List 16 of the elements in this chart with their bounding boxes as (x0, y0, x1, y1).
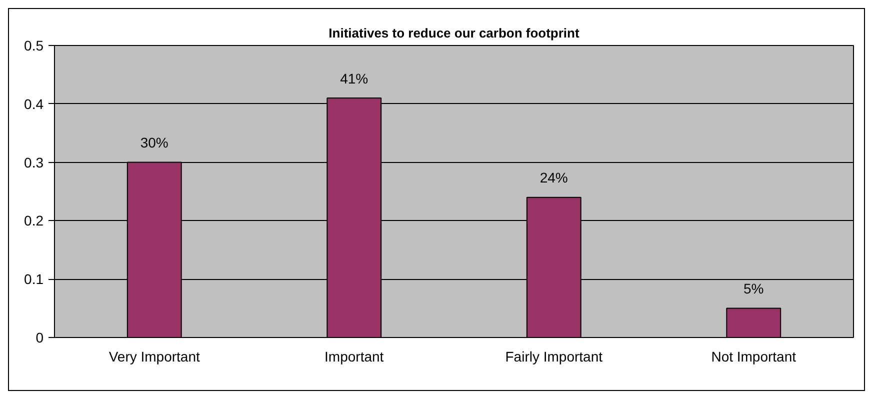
y-tick-label: 0.4 (24, 96, 44, 112)
x-tick-label: Very Important (108, 348, 200, 364)
chart-title: Initiatives to reduce our carbon footprint (328, 26, 580, 40)
data-label: 24% (540, 170, 568, 186)
y-tick-label: 0.3 (24, 154, 44, 170)
y-tick-label: 0.2 (24, 212, 44, 229)
y-tick-label: 0.5 (24, 38, 44, 54)
data-label: 30% (140, 134, 168, 151)
bar (726, 308, 782, 338)
data-label: 41% (340, 70, 368, 86)
x-tick-label: Important (324, 348, 384, 364)
y-tick-label: 0.1 (24, 271, 44, 288)
y-tick-label: 0 (36, 330, 44, 346)
data-label: 5% (744, 280, 764, 297)
x-tick-label: Fairly Important (505, 348, 603, 364)
x-tick-label: Not Important (711, 348, 796, 364)
